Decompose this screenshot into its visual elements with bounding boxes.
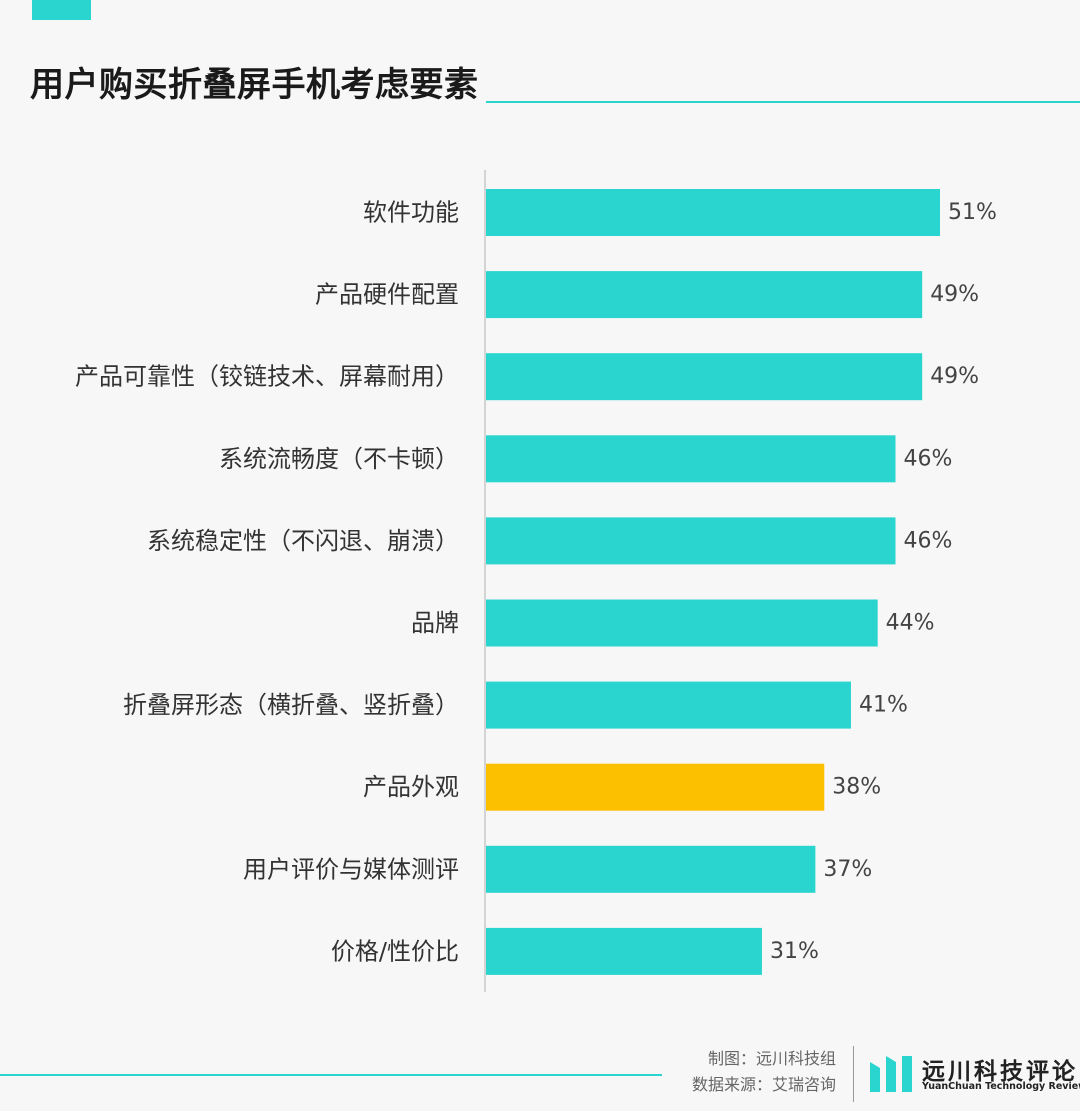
bar xyxy=(486,927,762,975)
logo-name-cn: 远川科技评论 xyxy=(922,1059,1078,1085)
bar xyxy=(486,763,825,811)
bar xyxy=(486,845,816,893)
value-label: 31% xyxy=(770,939,819,964)
top-accent-tab xyxy=(32,0,91,20)
title-underline xyxy=(486,101,1080,103)
logo-divider xyxy=(853,1046,854,1102)
bar xyxy=(486,353,923,401)
credit-maker: 制图：远川科技组 xyxy=(707,1049,836,1068)
category-label: 系统流畅度（不卡顿） xyxy=(219,445,459,473)
value-label: 46% xyxy=(903,446,952,471)
bar xyxy=(486,271,923,319)
category-label: 产品外观 xyxy=(363,773,459,801)
value-label: 46% xyxy=(903,528,952,553)
credit-source: 数据来源：艾瑞咨询 xyxy=(691,1075,836,1094)
bar xyxy=(486,517,896,565)
value-label: 38% xyxy=(832,775,881,800)
footer-rule xyxy=(0,1074,662,1076)
value-label: 37% xyxy=(823,857,872,882)
value-label: 49% xyxy=(930,282,979,307)
logo-name-en: YuanChuan Technology Review xyxy=(922,1081,1080,1092)
category-label: 折叠屏形态（横折叠、竖折叠） xyxy=(123,691,459,719)
category-label: 产品硬件配置 xyxy=(315,281,459,309)
bar xyxy=(486,189,940,236)
value-label: 49% xyxy=(930,364,979,389)
bar xyxy=(486,599,878,647)
category-label: 软件功能 xyxy=(363,199,459,227)
category-label: 品牌 xyxy=(411,609,459,637)
value-label: 44% xyxy=(886,611,935,636)
category-label: 产品可靠性（铰链技术、屏幕耐用） xyxy=(75,363,459,391)
bar xyxy=(486,681,851,729)
category-label: 用户评价与媒体测评 xyxy=(243,855,459,883)
credits: 制图：远川科技组 数据来源：艾瑞咨询 xyxy=(692,1046,836,1098)
value-label: 51% xyxy=(948,200,997,225)
logo-mark-icon xyxy=(870,1056,912,1092)
category-label: 系统稳定性（不闪退、崩溃） xyxy=(147,527,459,555)
chart-title: 用户购买折叠屏手机考虑要素 xyxy=(30,65,479,105)
value-label: 41% xyxy=(859,693,908,718)
bar xyxy=(486,435,896,483)
category-label: 价格/性价比 xyxy=(331,937,459,965)
